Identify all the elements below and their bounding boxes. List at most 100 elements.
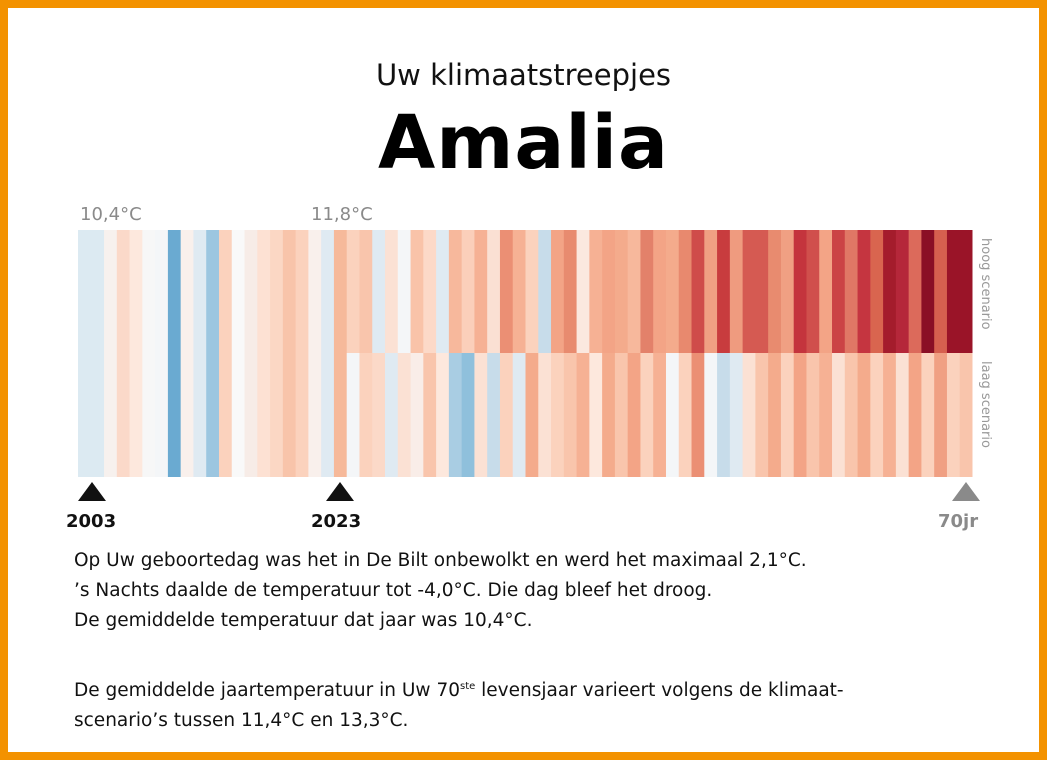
- scenario-text: De gemiddelde jaartemperatuur in Uw 70st…: [74, 672, 844, 736]
- stripe-high: [678, 230, 692, 353]
- end-marker: [952, 482, 980, 501]
- stripe-high: [525, 230, 539, 353]
- stripe-high: [448, 230, 462, 353]
- stripe-low: [729, 353, 743, 477]
- high-label: hoog scenario: [978, 238, 993, 330]
- stripe: [231, 230, 245, 477]
- stripe-low: [627, 353, 641, 477]
- text-line: Op Uw geboortedag was het in De Bilt onb…: [74, 550, 807, 571]
- stripe-high: [780, 230, 794, 353]
- stripe: [78, 230, 92, 477]
- stripe-low: [665, 353, 679, 477]
- stripe-high: [384, 230, 398, 353]
- stripe-low: [448, 353, 462, 477]
- stripe-low: [857, 353, 871, 477]
- now-marker: [326, 482, 354, 501]
- stripe-high: [397, 230, 411, 353]
- stripe-low: [831, 353, 845, 477]
- stripe-low: [397, 353, 411, 477]
- stripe: [205, 230, 219, 477]
- stripes-chart: hoog scenario laag scenario: [78, 230, 993, 501]
- stripe-low: [639, 353, 654, 477]
- stripe-high: [754, 230, 769, 353]
- stripe-low: [384, 353, 398, 477]
- title: Uw klimaatstreepjes: [375, 58, 672, 92]
- stripe: [141, 230, 156, 477]
- stripe-high: [831, 230, 845, 353]
- stripe-low: [358, 353, 373, 477]
- stripe-low: [869, 353, 884, 477]
- stripe-high: [461, 230, 475, 353]
- stripe-low: [525, 353, 539, 477]
- stripe-high: [473, 230, 488, 353]
- stripe-high: [767, 230, 781, 353]
- stripe-low: [678, 353, 692, 477]
- text-part: De gemiddelde jaartemperatuur in Uw 70: [74, 680, 460, 702]
- stripe-low: [754, 353, 769, 477]
- stripe-high: [844, 230, 858, 353]
- stripe-high: [908, 230, 922, 353]
- stripe-low: [371, 353, 386, 477]
- stripe: [116, 230, 130, 477]
- stripe-low: [588, 353, 603, 477]
- stripe-low: [716, 353, 730, 477]
- stripe-low: [435, 353, 449, 477]
- stripe: [269, 230, 283, 477]
- stripe: [282, 230, 296, 477]
- stripe-low: [601, 353, 615, 477]
- birth-year: 2003: [66, 511, 117, 532]
- stripe-high: [371, 230, 386, 353]
- stripe: [256, 230, 271, 477]
- birth-marker: [78, 482, 106, 501]
- stripe-low: [550, 353, 564, 477]
- stripe-low: [691, 353, 705, 477]
- stripe: [103, 230, 117, 477]
- stripe-low: [473, 353, 488, 477]
- stripe-high: [588, 230, 603, 353]
- stripe-low: [512, 353, 526, 477]
- stripe-high: [716, 230, 730, 353]
- stripe-low: [652, 353, 666, 477]
- name: Amalia: [378, 100, 669, 186]
- stripe-high: [499, 230, 513, 353]
- stripe-low: [742, 353, 756, 477]
- stripe-low: [818, 353, 833, 477]
- stripe: [320, 230, 334, 477]
- stripe-high: [793, 230, 807, 353]
- text-line: ’s Nachts daalde de temperatuur tot -4,0…: [74, 580, 713, 601]
- stripe-low: [486, 353, 500, 477]
- low-label: laag scenario: [978, 361, 993, 448]
- stripe-low: [614, 353, 628, 477]
- stripe-low: [780, 353, 794, 477]
- stripe-low: [805, 353, 820, 477]
- text-line: De gemiddelde jaartemperatuur in Uw 70st…: [74, 672, 844, 706]
- stripe-high: [691, 230, 705, 353]
- stripe-low: [499, 353, 513, 477]
- text-line: scenario’s tussen 11,4°C en 13,3°C.: [74, 710, 409, 732]
- stripe-high: [601, 230, 615, 353]
- stripe-high: [346, 230, 360, 353]
- stripe: [167, 230, 181, 477]
- stripe-high: [563, 230, 577, 353]
- stripe: [295, 230, 309, 477]
- stripe-low: [908, 353, 922, 477]
- stripe-high: [920, 230, 935, 353]
- stripe: [333, 230, 347, 477]
- stripe-high: [576, 230, 590, 353]
- stripe: [90, 230, 105, 477]
- text-line: De gemiddelde temperatuur dat jaar was 1…: [74, 610, 533, 631]
- stripe-high: [895, 230, 909, 353]
- stripe-high: [486, 230, 500, 353]
- stripe-low: [346, 353, 360, 477]
- stripe: [218, 230, 232, 477]
- stripe-low: [767, 353, 781, 477]
- stripe-high: [627, 230, 641, 353]
- superscript: ste: [459, 681, 476, 692]
- stripe-low: [703, 353, 718, 477]
- stripe: [244, 230, 258, 477]
- stripe: [129, 230, 143, 477]
- stripe-high: [652, 230, 666, 353]
- stripe-high: [933, 230, 947, 353]
- stripe-high: [818, 230, 833, 353]
- stripe-high: [959, 230, 973, 353]
